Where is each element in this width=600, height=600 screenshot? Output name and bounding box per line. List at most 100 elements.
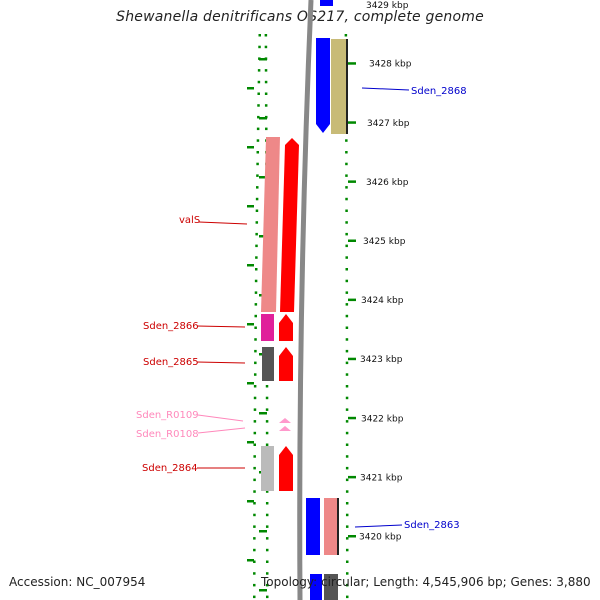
inner-ring-dot bbox=[254, 291, 258, 294]
minor-tick bbox=[259, 589, 267, 592]
minor-tick bbox=[259, 176, 267, 179]
right-ring-dot bbox=[345, 583, 349, 587]
inner-ring-dot bbox=[253, 537, 256, 540]
gene-bar-sden-2866 bbox=[261, 314, 274, 341]
outer-ring-dot bbox=[264, 34, 268, 37]
inner-ring-dot bbox=[253, 373, 257, 376]
outer-ring-dot bbox=[265, 595, 269, 599]
inner-ring-dot bbox=[257, 115, 260, 119]
right-ring-dot bbox=[345, 314, 349, 318]
outer-ring-dot bbox=[265, 396, 269, 400]
outer-ring-dot bbox=[265, 548, 269, 552]
inner-ring-dot bbox=[254, 349, 257, 353]
right-ring-dot bbox=[345, 139, 348, 142]
outer-ring-dot bbox=[265, 443, 269, 446]
outer-ring-dot bbox=[265, 572, 269, 575]
accession-text: Accession: NC_007954 bbox=[9, 575, 146, 589]
inner-ring-dot bbox=[255, 232, 258, 236]
map-title: Shewanella denitrificans OS217, complete… bbox=[116, 9, 484, 25]
right-ring-dot bbox=[345, 431, 349, 435]
scale-tick bbox=[348, 62, 356, 65]
inner-ring-dot bbox=[253, 396, 257, 400]
right-ring-dot bbox=[345, 232, 348, 236]
inner-ring-dot bbox=[253, 420, 257, 423]
inner-ring-dot bbox=[254, 303, 258, 306]
gene-label: Sden_2866 bbox=[143, 321, 199, 332]
cds-arrow-vals bbox=[280, 138, 299, 312]
right-ring-dot bbox=[345, 244, 348, 248]
right-ring-dot bbox=[345, 197, 348, 201]
inner-ring-dot bbox=[256, 151, 260, 154]
gene-label: Sden_2863 bbox=[404, 520, 460, 531]
outer-ring-dot bbox=[264, 45, 268, 49]
cds-arrow-sden-2865 bbox=[279, 347, 293, 381]
inner-ring-dot bbox=[253, 548, 256, 552]
right-ring-dot bbox=[345, 490, 349, 493]
right-ring-dot bbox=[345, 537, 349, 540]
right-ring-dot bbox=[345, 186, 348, 189]
outer-ring-dot bbox=[264, 92, 268, 95]
scale-tick bbox=[348, 475, 356, 479]
inner-ring-dot bbox=[254, 338, 257, 341]
forward-cds-sden-2863 bbox=[306, 498, 320, 555]
forward-cds-partial bbox=[320, 0, 333, 6]
right-ring-dot bbox=[345, 174, 348, 177]
inner-ring-dot bbox=[254, 326, 257, 329]
right-ring-dot bbox=[345, 396, 349, 400]
minor-tick bbox=[247, 500, 254, 503]
inner-ring-dot bbox=[255, 256, 258, 259]
outer-ring-dot bbox=[265, 560, 269, 563]
right-ring-dot bbox=[345, 560, 349, 563]
inner-ring-dot bbox=[258, 45, 261, 49]
minor-tick bbox=[247, 205, 254, 208]
right-ring-dot bbox=[345, 513, 349, 517]
scale-tick bbox=[348, 180, 356, 183]
scale-tick bbox=[348, 535, 356, 538]
inner-ring-dot bbox=[254, 314, 257, 318]
inner-ring-dot bbox=[254, 361, 257, 365]
right-ring-dot bbox=[345, 572, 349, 575]
gene-bar-partial-bottom bbox=[324, 574, 338, 600]
inner-ring-dot bbox=[253, 490, 256, 493]
outer-ring-dot bbox=[265, 385, 269, 388]
inner-ring-dot bbox=[257, 92, 260, 95]
gene-label: Sden_2868 bbox=[411, 86, 467, 97]
outer-ring-dot bbox=[265, 431, 269, 435]
scale-label: 3424 kbp bbox=[361, 296, 404, 306]
minor-tick bbox=[259, 117, 267, 120]
right-ring-dot bbox=[344, 34, 348, 37]
gene-label-layer: valS Sden_2866 Sden_2865 Sden_R0109 Sden_R01… bbox=[136, 86, 467, 531]
inner-ring-dot bbox=[253, 443, 256, 446]
forward-cds-arrow bbox=[316, 38, 330, 133]
right-ring-dot bbox=[345, 478, 349, 482]
backbone-layer bbox=[297, 0, 314, 600]
label-leader-line bbox=[354, 524, 403, 528]
minor-tick bbox=[247, 441, 254, 444]
label-leader-line bbox=[361, 87, 410, 91]
right-ring-dot bbox=[345, 420, 349, 423]
gene-label: Sden_2865 bbox=[143, 357, 199, 368]
outer-ring-dot bbox=[265, 525, 269, 528]
right-ring-dot bbox=[345, 548, 349, 552]
feature-layer bbox=[261, 0, 348, 600]
scale-label: 3423 kbp bbox=[360, 355, 403, 365]
outer-ring-dot bbox=[265, 490, 269, 493]
gene-bar-edge bbox=[337, 498, 339, 555]
inner-ring-dot bbox=[256, 186, 259, 189]
inner-ring-dot bbox=[256, 174, 259, 177]
inner-ring-dot bbox=[254, 279, 258, 283]
right-ring-dot bbox=[345, 268, 349, 271]
outer-ring-dot bbox=[265, 502, 269, 505]
inner-ring-dot bbox=[256, 162, 259, 166]
genome-backbone bbox=[297, 0, 314, 600]
outer-ring-dot bbox=[265, 583, 269, 587]
gene-bar-sden-2865 bbox=[262, 347, 274, 381]
gene-label: valS bbox=[179, 215, 200, 226]
right-ring-dot bbox=[345, 209, 348, 212]
minor-tick bbox=[259, 412, 267, 415]
scale-label: 3427 kbp bbox=[367, 119, 410, 129]
right-ring-dot bbox=[345, 361, 349, 365]
label-leader-line bbox=[197, 427, 246, 434]
right-ring-dot bbox=[345, 373, 349, 376]
